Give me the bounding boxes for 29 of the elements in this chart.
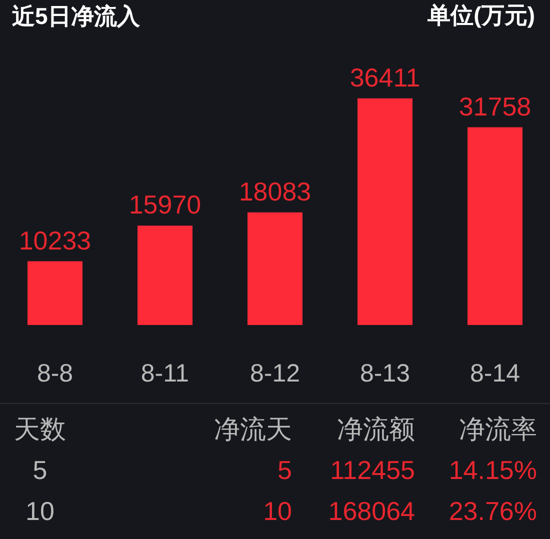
- bar: [248, 212, 302, 325]
- bar: [28, 261, 82, 325]
- chart-title: 近5日净流入: [11, 3, 141, 29]
- x-tick-label: 8-14: [470, 360, 520, 388]
- data-label: 36411: [350, 62, 420, 92]
- text: 168064: [328, 496, 415, 526]
- text: 天数: [14, 414, 66, 444]
- text: 净流率: [459, 414, 537, 444]
- data-label: 31758: [458, 91, 532, 122]
- text: 净流天: [214, 414, 292, 444]
- bar: [358, 98, 412, 325]
- bar: [468, 127, 522, 325]
- data-label: 18083: [238, 176, 312, 206]
- text: 单位(万元): [426, 2, 535, 28]
- text: 23.76%: [448, 496, 537, 526]
- text: 10: [26, 496, 54, 526]
- x-tick-label: 8-8: [36, 360, 74, 388]
- text: 5: [32, 455, 48, 485]
- bar: [138, 226, 192, 325]
- x-tick-label: 8-11: [140, 360, 190, 388]
- x-tick-label: 8-12: [250, 360, 300, 388]
- text: 5: [278, 455, 292, 485]
- text: 10: [263, 496, 292, 526]
- text: 净流额: [337, 414, 415, 444]
- x-tick-label: 8-13: [360, 360, 410, 388]
- data-label: 10233: [18, 225, 92, 256]
- text: 112455: [330, 455, 415, 485]
- data-label: 15970: [128, 190, 202, 220]
- text: 14.15%: [448, 455, 537, 485]
